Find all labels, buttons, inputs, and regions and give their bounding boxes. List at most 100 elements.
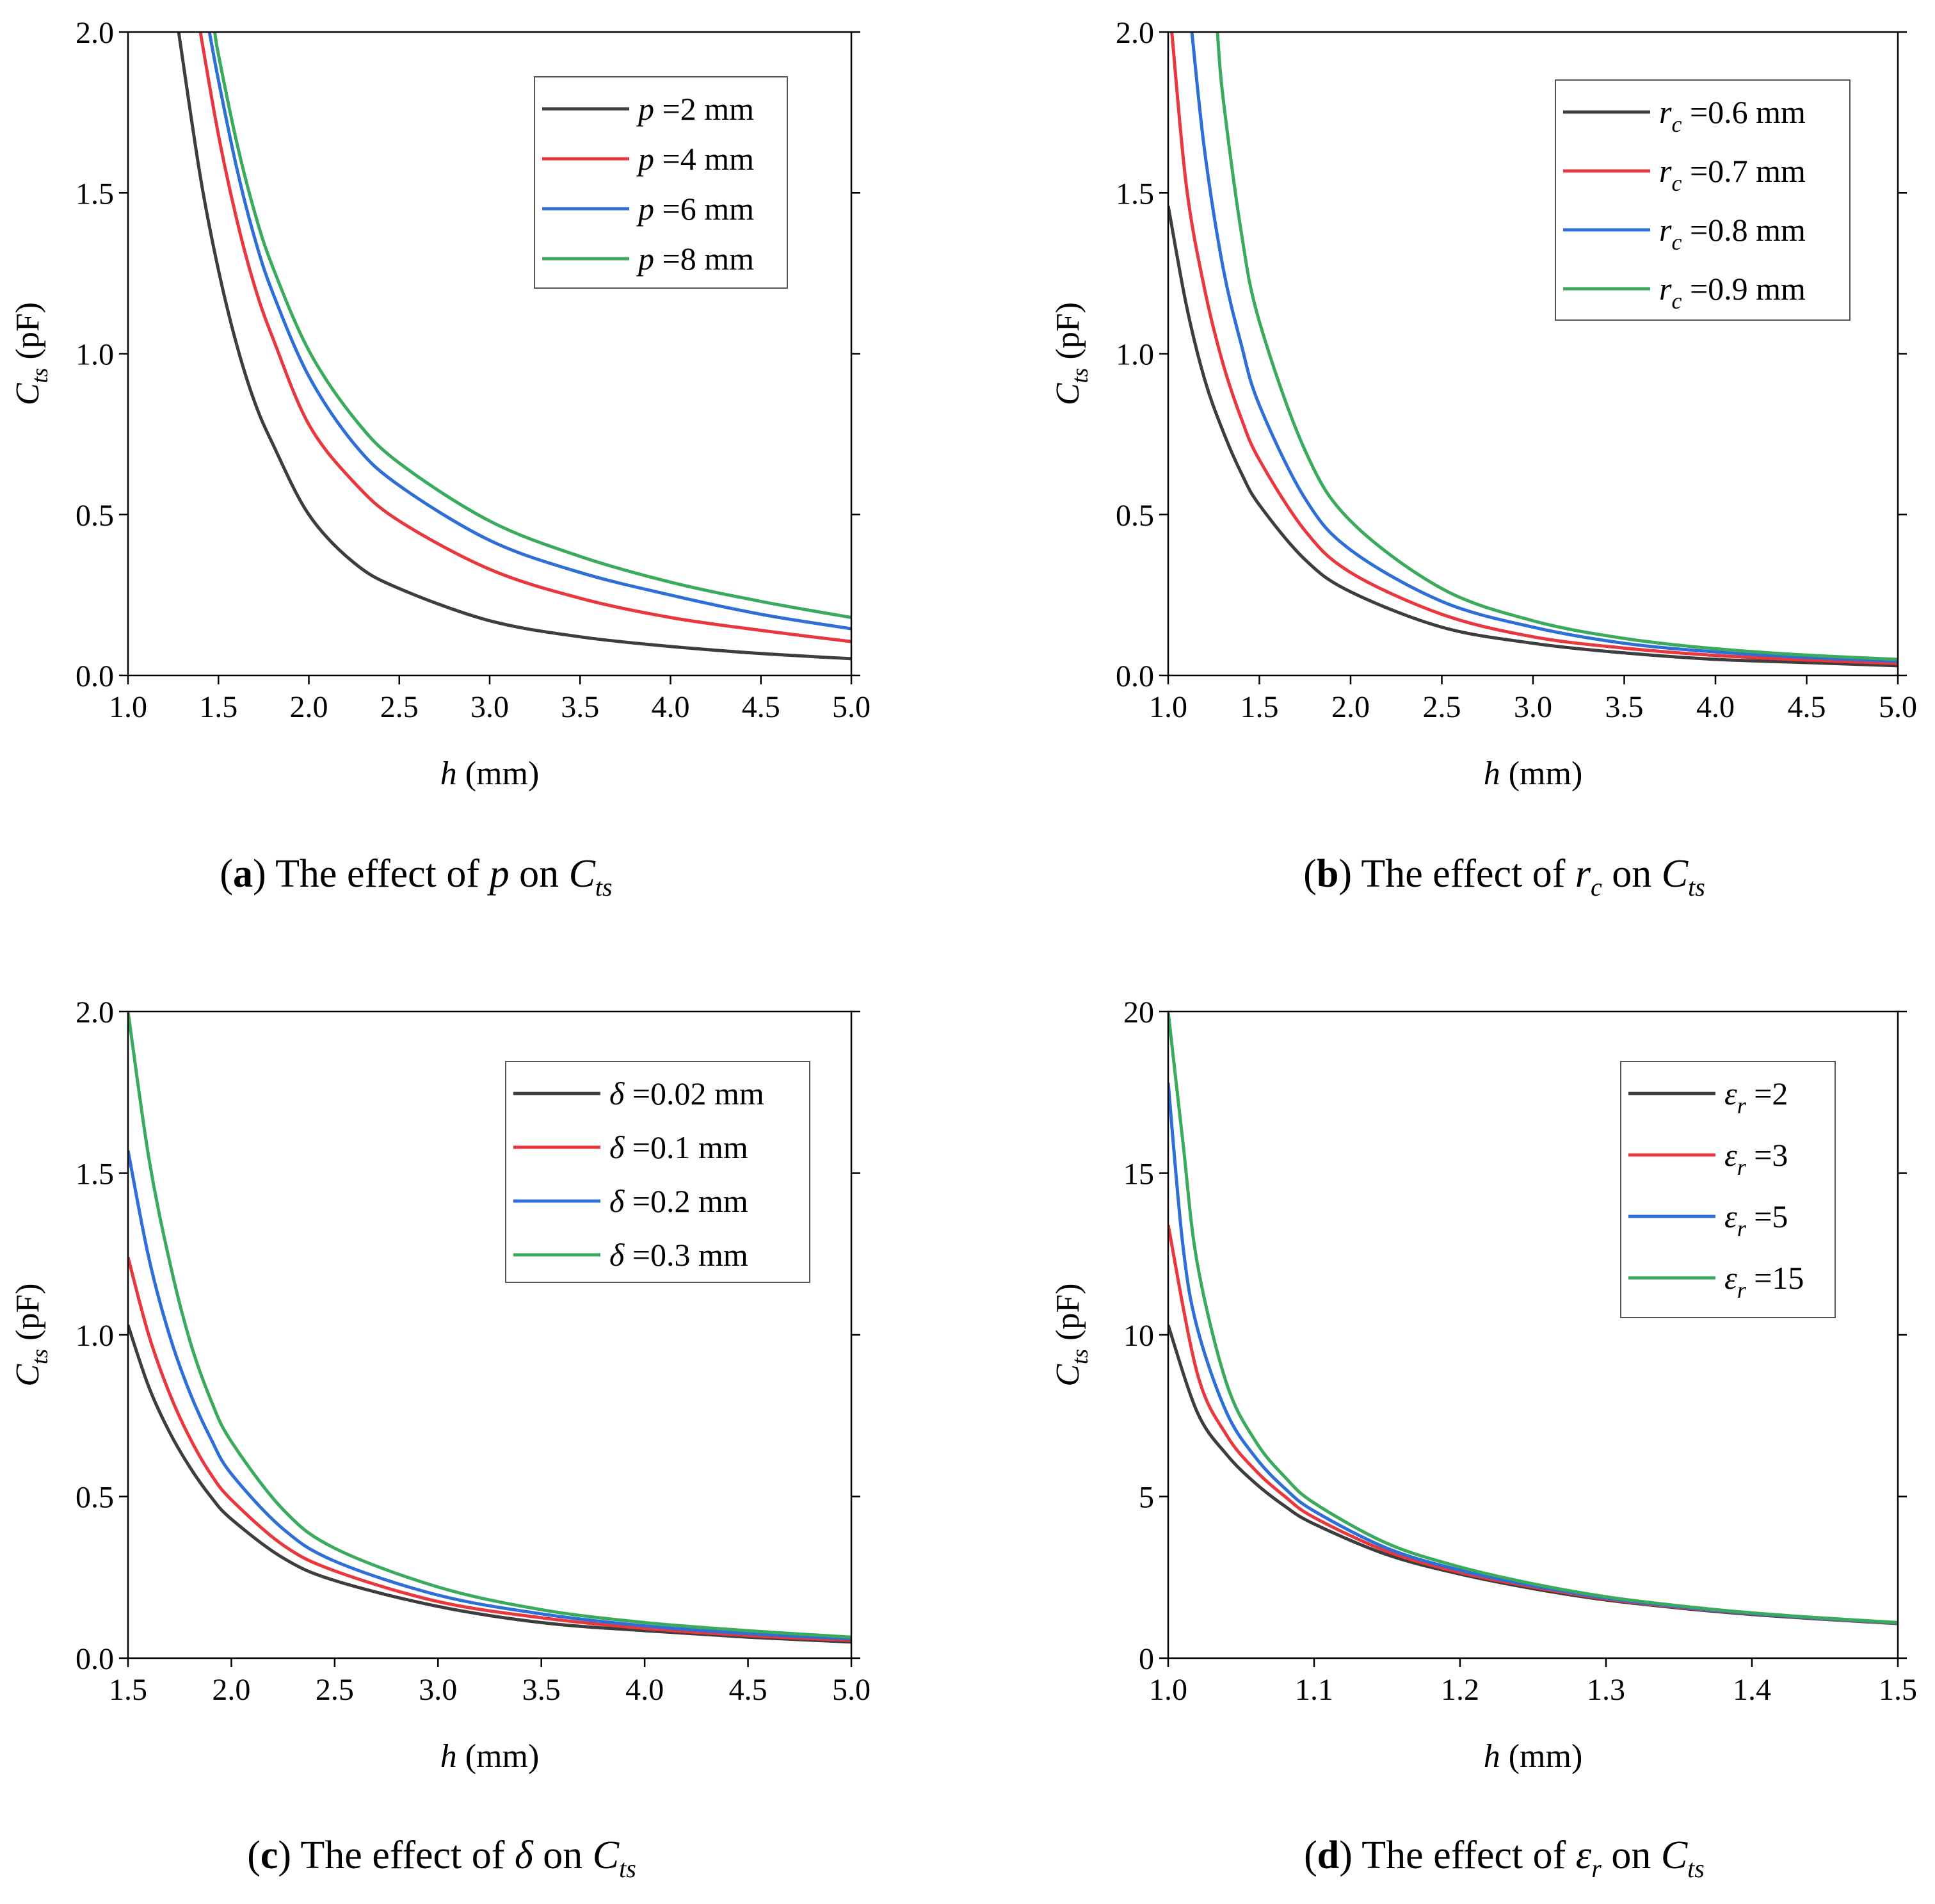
legend-entry: δ =0.02 mm [609,1076,764,1111]
legend-entry: εr =3 [1724,1137,1788,1180]
series-line-d-3 [1168,1012,1898,1624]
x-tick-label: 4.0 [652,690,690,724]
y-tick-label: 5 [1139,1481,1154,1515]
x-tick-label: 4.5 [742,690,780,724]
panel-caption: (c) The effect of δ on Cts [247,1834,636,1883]
y-axis-label: Cts (pF) [10,1283,52,1386]
x-tick-label: 1.5 [109,1673,147,1707]
panel-caption: (d) The effect of εr on Cts [1304,1834,1705,1883]
x-tick-label: 2.0 [212,1673,250,1707]
legend-entry: p =8 mm [636,241,754,277]
x-tick-label: 1.1 [1295,1673,1333,1707]
legend-box [505,1061,810,1283]
x-tick-label: 1.0 [1149,690,1187,724]
panel-a: 1.0 1.5 2.0 2.5 3.0 3.5 4.0 4.5 5.0 0.0 0.5 1.0 1.5 2… [10,16,871,901]
x-tick-label: 4.0 [1696,690,1735,724]
legend-entry: εr =5 [1724,1198,1788,1241]
legend-entry: εr =2 [1724,1076,1788,1118]
x-tick-label: 5.0 [1879,690,1917,724]
y-tick-label: 0.0 [76,659,114,693]
panel-b: 1.0 1.5 2.0 2.5 3.0 3.5 4.0 4.5 5.0 0.0 0.5 1.0 1.5 2… [1050,16,1917,901]
x-tick-label: 2.5 [380,690,419,724]
x-tick-label: 1.3 [1587,1673,1625,1707]
x-tick-label: 5.0 [832,1673,871,1707]
legend-entry: p =4 mm [636,141,754,177]
y-tick-label: 0.5 [1116,499,1154,533]
y-tick-label: 2.0 [76,16,114,50]
y-tick-label: 10 [1123,1319,1154,1353]
x-tick-label: 1.0 [1149,1673,1187,1707]
y-tick-label: 20 [1123,996,1154,1029]
y-axis-label: Cts (pF) [1050,1283,1093,1386]
series-line-a-0 [177,32,851,661]
panel-d: 1.0 1.1 1.2 1.3 1.4 1.5 0 5 10 15 20 h (mm) Cts (pF)… [1050,996,1917,1883]
x-tick-label: 4.5 [729,1673,767,1707]
y-tick-label: 1.0 [76,338,114,372]
legend-entry: p =2 mm [636,91,754,127]
y-tick-label: 0.0 [1116,659,1154,693]
x-tick-label: 2.0 [1331,690,1370,724]
y-tick-label: 1.5 [76,177,114,211]
x-tick-label: 3.0 [419,1673,457,1707]
x-tick-label: 2.5 [1423,690,1461,724]
y-tick-label: 1.5 [76,1158,114,1191]
y-tick-label: 1.5 [1116,177,1154,211]
legend: εr =2 εr =3 εr =5 εr =15 [1620,1061,1836,1318]
y-tick-label: 2.0 [1116,16,1154,50]
legend-box [1555,79,1851,321]
y-tick-label: 15 [1123,1158,1154,1191]
x-tick-label: 1.4 [1733,1673,1771,1707]
series-line-b-1 [1170,32,1898,665]
legend-entry: δ =0.3 mm [609,1237,748,1273]
panel-caption: (a) The effect of p on Cts [220,852,612,901]
series-line-c-0 [128,1325,851,1644]
legend-entry: rc =0.9 mm [1659,271,1806,314]
x-axis-label: h (mm) [440,1738,540,1775]
legend-entry: rc =0.8 mm [1659,212,1806,255]
x-tick-label: 2.0 [290,690,328,724]
x-tick-label: 3.5 [1605,690,1644,724]
x-tick-label: 5.0 [832,690,871,724]
legend-entry: δ =0.2 mm [609,1183,748,1219]
series-line-a-2 [207,32,851,631]
x-tick-label: 1.2 [1441,1673,1479,1707]
series-line-c-2 [128,1150,851,1641]
y-tick-label: 1.0 [1116,338,1154,372]
x-tick-label: 4.5 [1788,690,1826,724]
x-tick-label: 1.5 [1240,690,1279,724]
y-axis-label: Cts (pF) [1050,302,1093,405]
legend: rc =0.6 mm rc =0.7 mm rc =0.8 mm rc =0.9 mm [1555,79,1851,321]
x-tick-label: 3.0 [470,690,509,724]
x-axis-label: h (mm) [1484,1738,1583,1775]
y-tick-label: 2.0 [76,996,114,1029]
x-tick-label: 2.5 [316,1673,354,1707]
x-tick-label: 3.0 [1514,690,1552,724]
legend-entry: rc =0.7 mm [1659,153,1806,196]
legend-box [1620,1061,1836,1318]
x-tick-label: 1.5 [1879,1673,1917,1707]
series-line-c-3 [128,1012,851,1639]
x-axis-label: h (mm) [1484,755,1583,792]
series-line-b-2 [1190,32,1898,663]
legend-entry: p =6 mm [636,191,754,227]
legend: δ =0.02 mm δ =0.1 mm δ =0.2 mm δ =0.3 mm [505,1061,810,1283]
legend-entry: δ =0.1 mm [609,1129,748,1165]
y-tick-label: 0.0 [76,1642,114,1676]
legend: p =2 mm p =4 mm p =6 mm p =8 mm [534,76,788,289]
x-tick-label: 3.5 [522,1673,561,1707]
series-line-b-0 [1168,205,1898,668]
y-tick-label: 0.5 [76,1481,114,1515]
legend-entry: εr =15 [1724,1260,1804,1303]
series-line-a-3 [213,32,851,619]
y-tick-label: 0.5 [76,499,114,533]
x-tick-label: 4.0 [625,1673,664,1707]
x-tick-label: 1.5 [199,690,237,724]
series-line-a-1 [198,32,851,643]
series-line-c-1 [128,1257,851,1642]
series-line-d-0 [1168,1325,1898,1626]
y-axis-label: Cts (pF) [10,302,52,405]
x-tick-label: 3.5 [561,690,599,724]
series-line-b-3 [1216,32,1898,661]
x-tick-label: 1.0 [109,690,147,724]
